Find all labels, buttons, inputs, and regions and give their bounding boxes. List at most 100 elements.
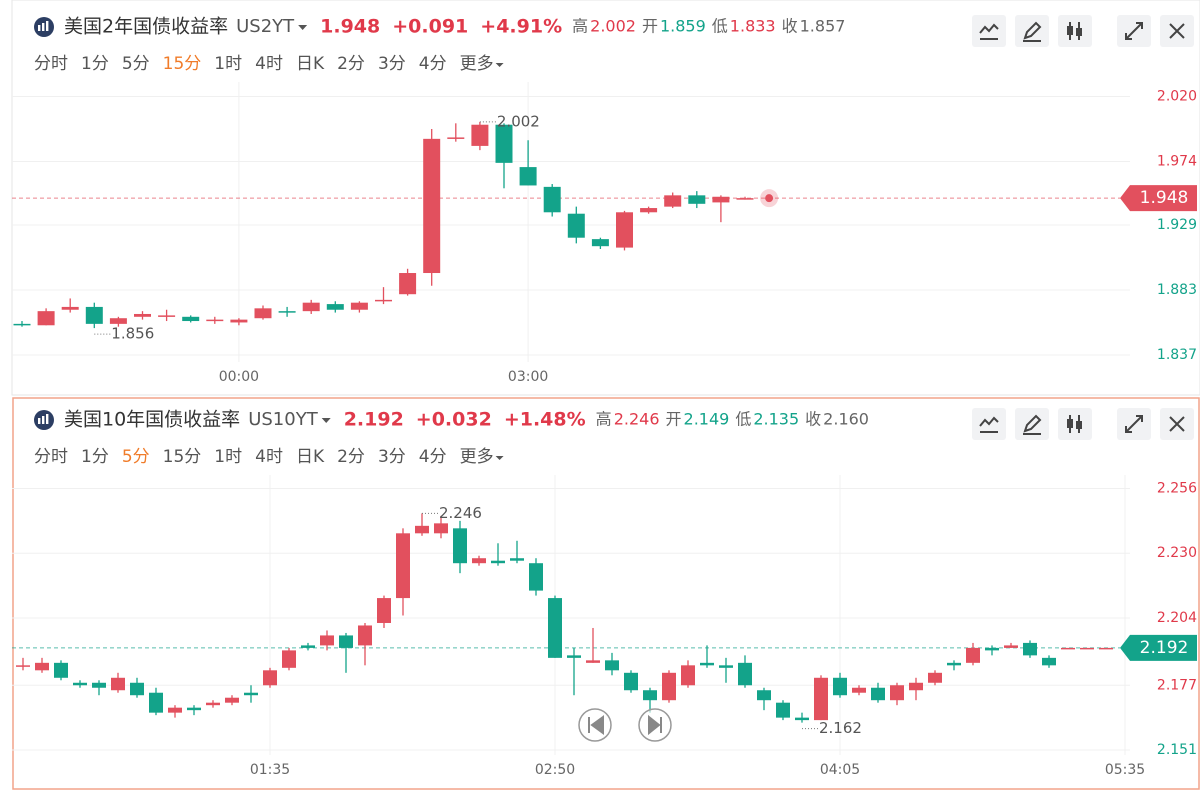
interval-tab[interactable]: 15分 <box>163 447 202 467</box>
candle-body <box>13 323 31 326</box>
playback-controls <box>578 708 672 742</box>
interval-tab[interactable]: 4时 <box>255 54 283 74</box>
interval-tab[interactable]: 1分 <box>81 54 109 74</box>
y-tick-label: 2.151 <box>1157 742 1197 758</box>
symbol: US10YT <box>248 409 319 430</box>
candle-body <box>396 533 410 599</box>
y-tick-label: 2.230 <box>1157 545 1197 561</box>
candle-body <box>149 692 163 713</box>
y-tick-label: 1.837 <box>1157 347 1197 363</box>
interval-tab[interactable]: 更多 <box>460 447 494 467</box>
candle-body <box>254 308 272 319</box>
candle-body <box>519 167 537 186</box>
candle-body <box>871 687 885 701</box>
candle-body <box>928 672 942 683</box>
interval-tab[interactable]: 更多 <box>460 54 494 74</box>
candle-body <box>833 677 847 696</box>
candle-body <box>350 302 368 310</box>
interval-tab[interactable]: 4分 <box>419 447 447 467</box>
candle-body <box>339 635 353 648</box>
candle-body <box>168 707 182 713</box>
symbol-icon-bar <box>38 25 41 31</box>
candle-body <box>662 672 676 701</box>
candle-body <box>263 670 277 686</box>
candle-body <box>375 299 392 302</box>
candle-body <box>16 665 30 667</box>
candle-body <box>423 138 441 274</box>
candle-body <box>182 316 200 322</box>
interval-tab[interactable]: 5分 <box>122 54 150 74</box>
interval-tab[interactable]: 分时 <box>34 447 68 467</box>
interval-tab[interactable]: 4分 <box>419 54 447 74</box>
interval-tab[interactable]: 分时 <box>34 54 68 74</box>
live-dot <box>765 194 774 203</box>
toolbar-icon <box>1169 416 1185 432</box>
candle-body <box>61 306 79 310</box>
symbol-caret[interactable] <box>321 418 331 423</box>
toolbar-button[interactable] <box>1015 408 1049 440</box>
interval-tab[interactable]: 日K <box>296 447 325 467</box>
candle-body <box>73 682 87 686</box>
candle-body <box>1099 647 1113 650</box>
candle-body <box>543 186 561 213</box>
y-tick-label: 2.204 <box>1157 610 1197 626</box>
interval-tab[interactable]: 1时 <box>214 54 242 74</box>
interval-tab[interactable]: 日K <box>296 54 325 74</box>
candle-body <box>111 677 125 691</box>
candle-body <box>326 304 344 310</box>
price: 2.192 <box>344 409 404 431</box>
candle-body <box>130 682 144 696</box>
candle-body <box>244 692 258 696</box>
candle-body <box>567 655 581 658</box>
panel <box>11 0 1200 396</box>
candle-body <box>434 523 448 534</box>
stat-label: 收 <box>805 410 821 429</box>
y-tick-label: 1.883 <box>1157 282 1197 298</box>
toolbar-icon <box>1169 23 1185 39</box>
candle-body <box>605 660 619 671</box>
candle-body <box>624 672 638 691</box>
candle-body <box>681 665 695 686</box>
stat-label: 低 <box>712 17 728 36</box>
candle-body <box>688 195 706 204</box>
candle-body <box>1004 645 1018 648</box>
toolbar-button[interactable] <box>1015 15 1049 47</box>
interval-tab[interactable]: 1时 <box>214 447 242 467</box>
candle-body <box>1061 647 1075 650</box>
candle-body <box>586 660 600 663</box>
candle-body <box>302 302 320 312</box>
candle-body <box>966 647 980 663</box>
price-tag-label: 1.948 <box>1140 188 1189 208</box>
candle-body <box>643 690 657 701</box>
interval-tab[interactable]: 2分 <box>337 54 365 74</box>
toolbar-button[interactable] <box>1058 15 1092 47</box>
interval-tab[interactable]: 5分 <box>122 447 150 467</box>
interval-tab[interactable]: 3分 <box>378 447 406 467</box>
candle-body <box>1023 642 1037 656</box>
candle-body <box>700 662 714 666</box>
symbol-icon-bar <box>38 418 41 424</box>
candle-body <box>399 273 417 295</box>
interval-tab[interactable]: 2分 <box>337 447 365 467</box>
candle-body <box>985 647 999 651</box>
candle-body <box>187 707 201 711</box>
interval-tab[interactable]: 4时 <box>255 447 283 467</box>
candle-body <box>495 124 513 163</box>
interval-tab[interactable]: 15分 <box>163 54 202 74</box>
toolbar-button[interactable] <box>1058 408 1092 440</box>
candle-body <box>491 560 505 564</box>
y-tick-label: 2.177 <box>1157 677 1197 693</box>
interval-tab[interactable]: 3分 <box>378 54 406 74</box>
interval-tab[interactable]: 1分 <box>81 447 109 467</box>
toolbar-icon <box>1076 421 1082 429</box>
stat-label: 高 <box>572 17 588 36</box>
candle-body <box>109 318 127 324</box>
candle-body <box>358 625 372 646</box>
symbol-caret[interactable] <box>298 25 308 30</box>
candle-body <box>640 208 658 213</box>
stat-label: 低 <box>735 410 751 429</box>
stat-value: 2.160 <box>823 410 869 429</box>
candle-body <box>415 525 429 534</box>
candle-body <box>510 558 524 561</box>
candle-body <box>225 697 239 703</box>
